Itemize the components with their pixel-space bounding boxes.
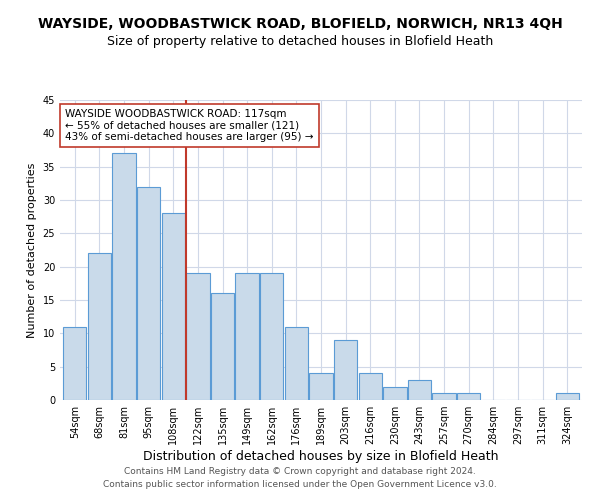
Text: Contains HM Land Registry data © Crown copyright and database right 2024.: Contains HM Land Registry data © Crown c… — [124, 467, 476, 476]
Bar — [383, 386, 407, 400]
Bar — [457, 394, 481, 400]
Bar — [161, 214, 185, 400]
Text: Size of property relative to detached houses in Blofield Heath: Size of property relative to detached ho… — [107, 35, 493, 48]
Bar — [408, 380, 431, 400]
Bar — [334, 340, 358, 400]
Bar — [235, 274, 259, 400]
Text: WAYSIDE, WOODBASTWICK ROAD, BLOFIELD, NORWICH, NR13 4QH: WAYSIDE, WOODBASTWICK ROAD, BLOFIELD, NO… — [38, 18, 562, 32]
Bar — [433, 394, 456, 400]
Y-axis label: Number of detached properties: Number of detached properties — [27, 162, 37, 338]
Bar — [310, 374, 332, 400]
Bar — [284, 326, 308, 400]
X-axis label: Distribution of detached houses by size in Blofield Heath: Distribution of detached houses by size … — [143, 450, 499, 463]
Bar — [137, 186, 160, 400]
Bar — [112, 154, 136, 400]
Bar — [556, 394, 579, 400]
Bar — [260, 274, 283, 400]
Text: Contains public sector information licensed under the Open Government Licence v3: Contains public sector information licen… — [103, 480, 497, 489]
Bar — [63, 326, 86, 400]
Bar — [211, 294, 234, 400]
Bar — [359, 374, 382, 400]
Bar — [186, 274, 209, 400]
Bar — [88, 254, 111, 400]
Text: WAYSIDE WOODBASTWICK ROAD: 117sqm
← 55% of detached houses are smaller (121)
43%: WAYSIDE WOODBASTWICK ROAD: 117sqm ← 55% … — [65, 109, 314, 142]
